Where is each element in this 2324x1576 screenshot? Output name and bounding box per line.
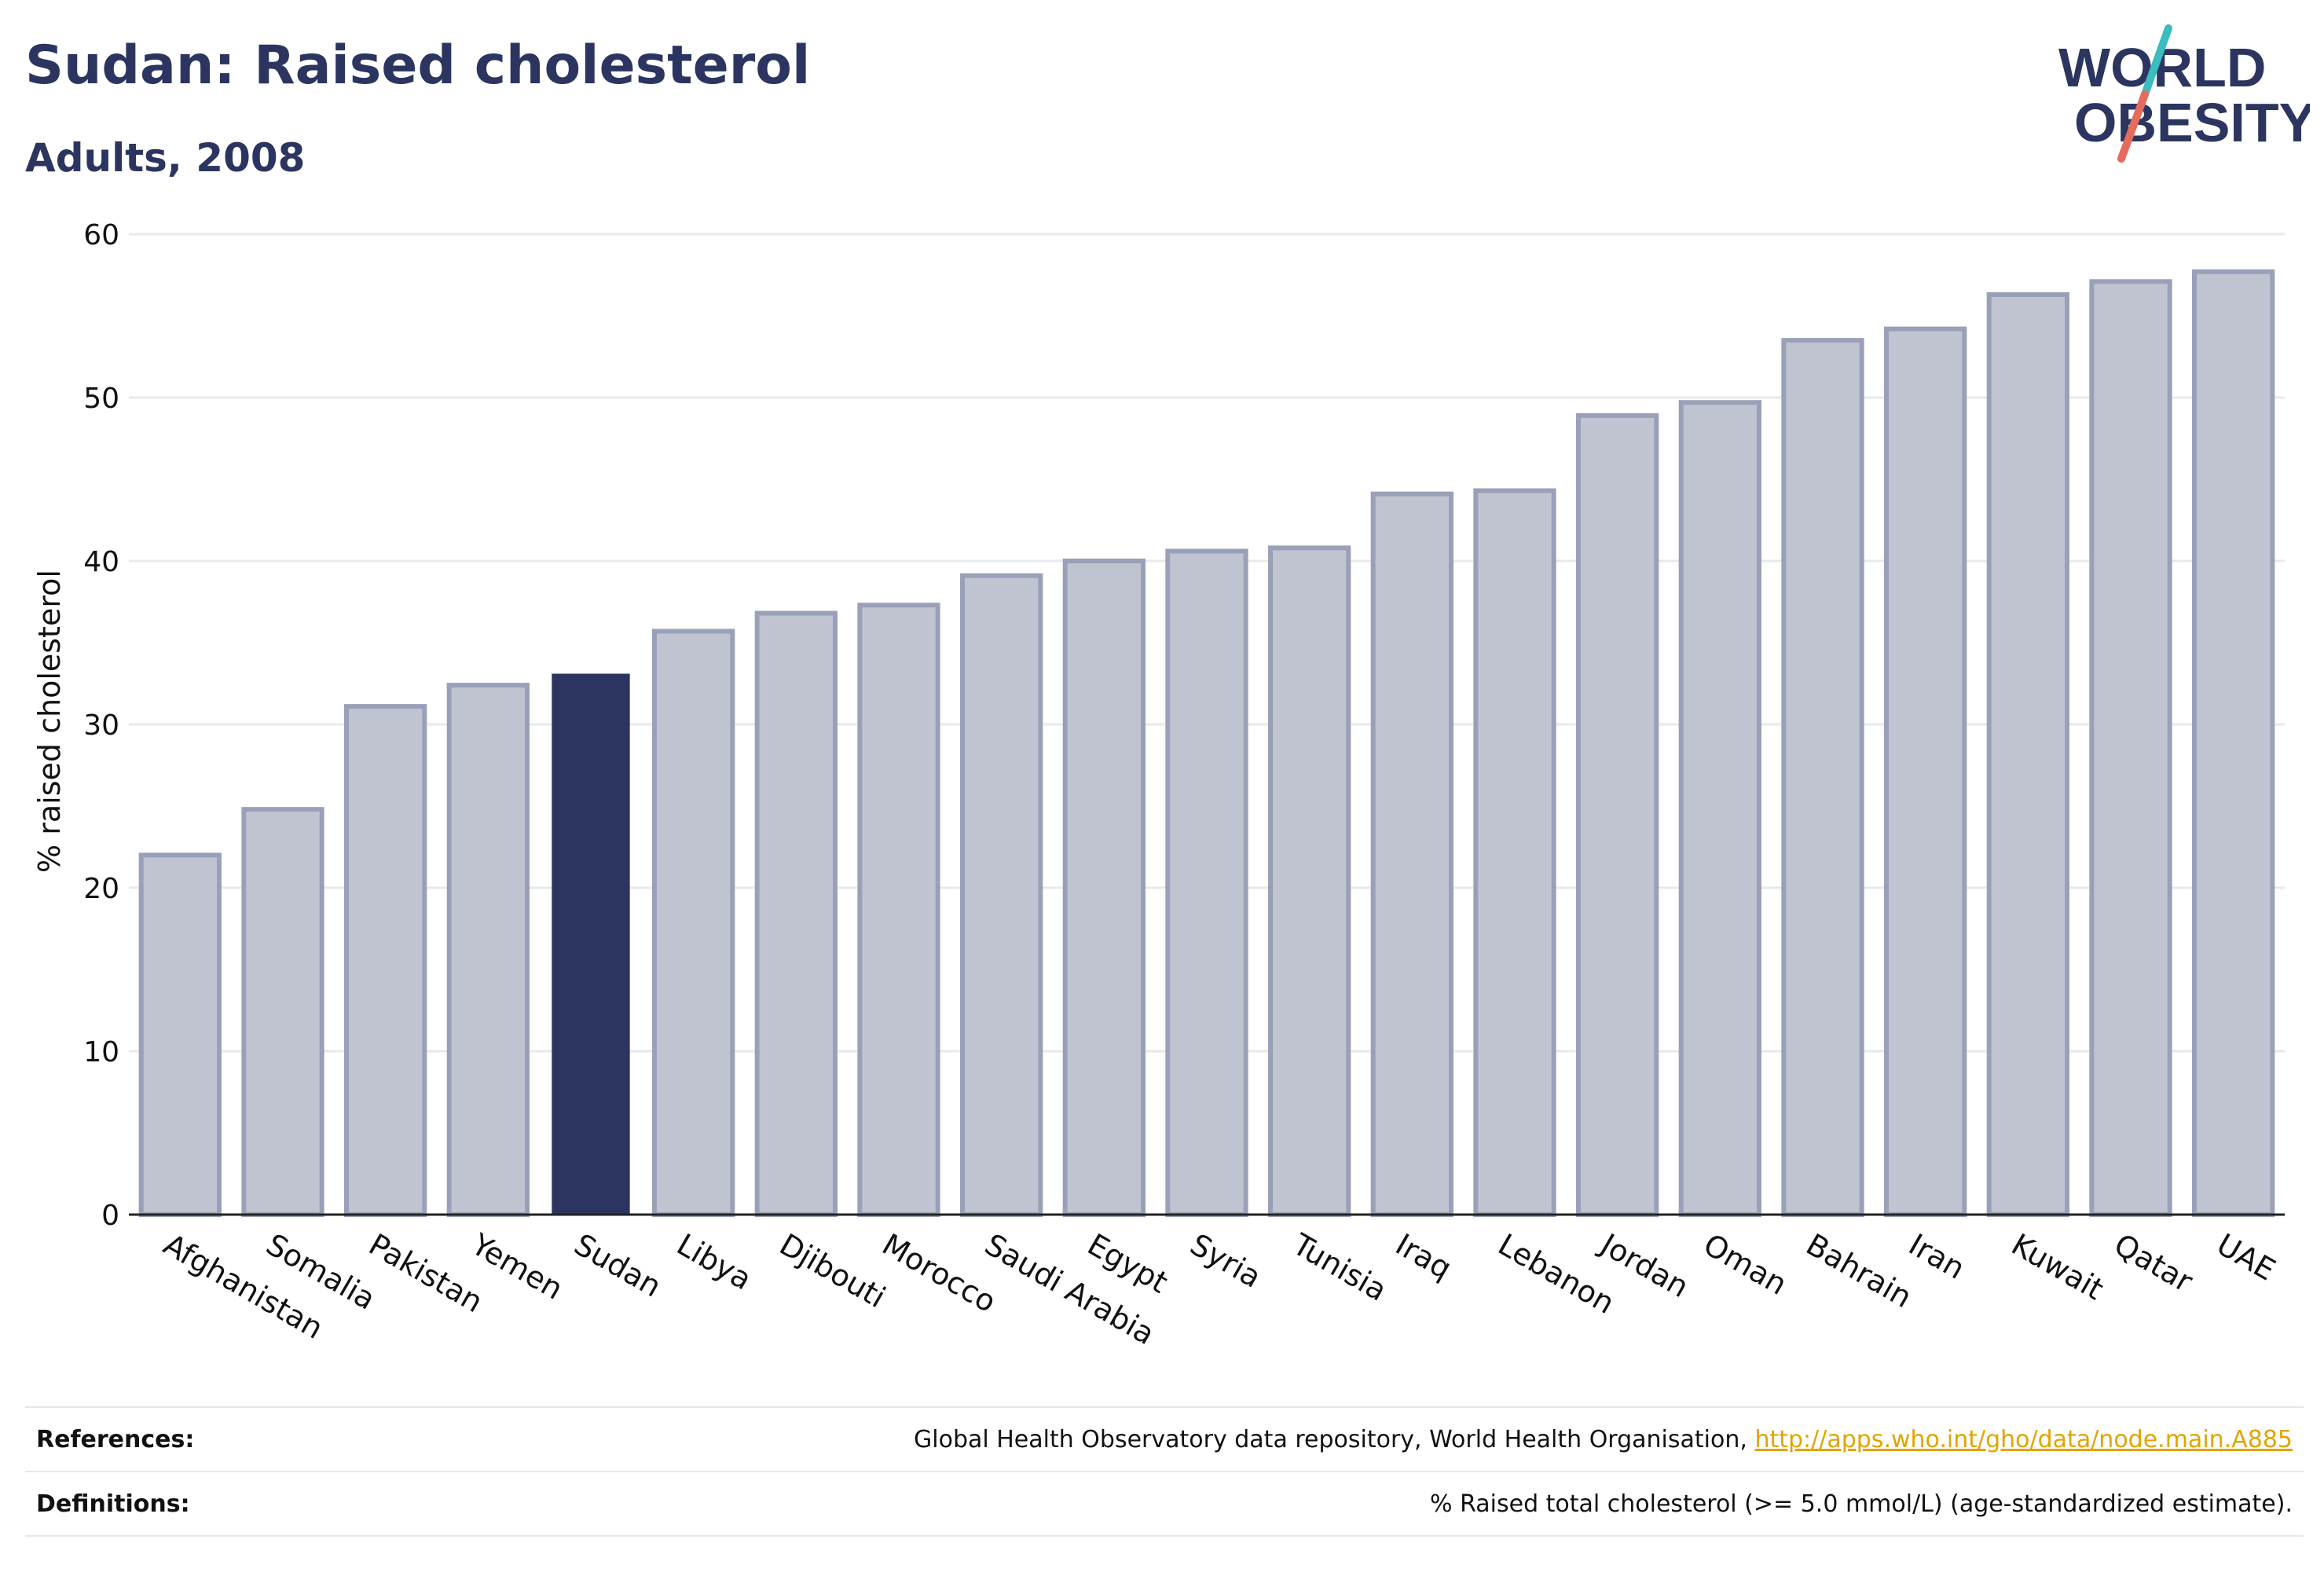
x-tick-label: UAE (2211, 1227, 2281, 1288)
x-tick-label: Tunisia (1286, 1226, 1392, 1308)
bar-lebanon (1473, 488, 1556, 1217)
bar-sudan (552, 673, 630, 1215)
x-tick-label: Oman (1698, 1227, 1793, 1302)
x-tick-label: Iran (1903, 1227, 1970, 1286)
reference-table: References: Global Health Observatory da… (25, 1406, 2304, 1537)
x-tick-label: Iraq (1390, 1227, 1457, 1286)
x-tick-label: Lebanon (1493, 1227, 1621, 1321)
y-tick-label: 20 (83, 873, 119, 905)
references-value: Global Health Observatory data repositor… (914, 1426, 2293, 1453)
bar-pakistan (344, 704, 427, 1217)
bar-chart: 0102030405060AfghanistanSomaliaPakistanY… (32, 219, 2285, 1352)
bar-tunisia (1268, 545, 1351, 1217)
bar-yemen (446, 683, 530, 1217)
x-tick-label: Bahrain (1801, 1227, 1918, 1315)
references-row: References: Global Health Observatory da… (25, 1406, 2304, 1471)
y-axis-label: % raised cholesterol (32, 570, 67, 873)
bar-afghanistan (138, 852, 222, 1218)
definitions-row: Definitions: % Raised total cholesterol … (25, 1471, 2304, 1537)
x-tick-label: Libya (671, 1227, 757, 1297)
bar-bahrain (1781, 338, 1864, 1218)
bar-saudi-arabia (960, 573, 1043, 1217)
x-tick-label: Kuwait (2006, 1227, 2110, 1307)
bar-jordan (1576, 412, 1659, 1217)
references-text: Global Health Observatory data repositor… (914, 1425, 1755, 1453)
x-tick-label: Pakistan (363, 1227, 489, 1320)
page-subtitle: Adults, 2008 (25, 135, 306, 181)
logo-line2: OBESITY (2074, 92, 2310, 153)
bar-libya (652, 629, 735, 1217)
x-tick-label: Qatar (2109, 1227, 2199, 1299)
y-tick-label: 10 (83, 1036, 119, 1068)
bar-syria (1165, 548, 1248, 1217)
bar-somalia (241, 807, 324, 1218)
bar-morocco (857, 603, 940, 1217)
bar-iran (1884, 326, 1967, 1217)
x-tick-label: Djibouti (774, 1227, 892, 1315)
logo-slash-top (2141, 24, 2172, 98)
bars (138, 269, 2275, 1218)
y-tick-label: 40 (83, 546, 119, 578)
x-tick-label: Morocco (877, 1227, 1003, 1320)
world-obesity-logo: WORLD OBESITY (2058, 24, 2310, 163)
references-label: References: (36, 1425, 195, 1453)
x-tick-label: Saudi Arabia (979, 1227, 1160, 1352)
page-title: Sudan: Raised cholesterol (25, 35, 811, 97)
definitions-label: Definitions: (36, 1490, 190, 1518)
y-tick-label: 0 (101, 1200, 119, 1232)
bar-egypt (1062, 559, 1146, 1217)
y-tick-label: 50 (83, 383, 119, 415)
references-link[interactable]: http://apps.who.int/gho/data/node.main.A… (1754, 1425, 2293, 1453)
bar-qatar (2089, 279, 2172, 1218)
x-tick-label: Syria (1185, 1227, 1267, 1295)
y-tick-label: 60 (83, 219, 119, 251)
logo-slash-bottom (2117, 90, 2149, 163)
bar-iraq (1370, 491, 1453, 1217)
bar-kuwait (1986, 291, 2069, 1218)
bar-oman (1678, 400, 1761, 1217)
x-tick-label: Sudan (569, 1227, 668, 1304)
definitions-value: % Raised total cholesterol (>= 5.0 mmol/… (1430, 1490, 2293, 1518)
bar-uae (2192, 269, 2275, 1218)
y-tick-label: 30 (83, 709, 119, 742)
bar-djibouti (754, 610, 838, 1217)
